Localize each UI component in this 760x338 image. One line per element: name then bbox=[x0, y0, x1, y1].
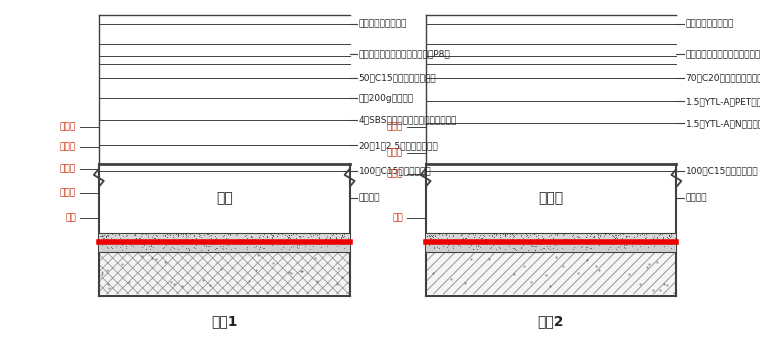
Text: 垫层: 垫层 bbox=[392, 214, 403, 222]
Text: 隔离层: 隔离层 bbox=[60, 143, 76, 151]
Text: 地面（见工程做法）: 地面（见工程做法） bbox=[686, 19, 734, 28]
Bar bbox=[426, 242, 676, 252]
Text: 1.5厚YTL-A（N）卷材防水层: 1.5厚YTL-A（N）卷材防水层 bbox=[686, 119, 760, 128]
Text: 防水层: 防水层 bbox=[60, 165, 76, 173]
Text: 100厚C15素混凝土垫层: 100厚C15素混凝土垫层 bbox=[359, 166, 432, 175]
Text: 做法1: 做法1 bbox=[211, 314, 237, 328]
Text: 素土夯实: 素土夯实 bbox=[359, 193, 380, 202]
Text: 花铺200g油毡一道: 花铺200g油毡一道 bbox=[359, 94, 414, 102]
Text: 70厚C20细石混凝土保护层: 70厚C20细石混凝土保护层 bbox=[686, 73, 760, 82]
Text: 地面（见工程做法）: 地面（见工程做法） bbox=[359, 19, 407, 28]
Text: 抗渗钢筋混凝土底板（抗渗等级P8）: 抗渗钢筋混凝土底板（抗渗等级P8） bbox=[359, 50, 451, 58]
Text: 止水板: 止水板 bbox=[538, 192, 564, 206]
Text: 1.5厚YTL-A（PET）自粘卷材防水层: 1.5厚YTL-A（PET）自粘卷材防水层 bbox=[686, 97, 760, 106]
Bar bbox=[99, 252, 350, 294]
Bar bbox=[426, 252, 676, 294]
Text: 20厚1：2.5水泥砂浆找平层: 20厚1：2.5水泥砂浆找平层 bbox=[359, 141, 439, 150]
Text: 100厚C15素混凝土垫层: 100厚C15素混凝土垫层 bbox=[686, 166, 758, 175]
Text: 做法2: 做法2 bbox=[538, 314, 564, 328]
Bar bbox=[99, 233, 350, 242]
Text: 4厚SBS改性沥青防水卷材（聚酯胎）: 4厚SBS改性沥青防水卷材（聚酯胎） bbox=[359, 116, 457, 124]
Text: 素土夯实: 素土夯实 bbox=[686, 193, 707, 202]
Text: 筏板: 筏板 bbox=[216, 192, 233, 206]
Bar bbox=[426, 233, 676, 242]
Text: 抗渗钢筋混凝土底板（抗渗等级P6）: 抗渗钢筋混凝土底板（抗渗等级P6） bbox=[686, 50, 760, 58]
Text: 防水层: 防水层 bbox=[387, 148, 403, 157]
Text: 保护层: 保护层 bbox=[60, 122, 76, 131]
Text: 垫层: 垫层 bbox=[65, 214, 76, 222]
Text: 50厚C15细石混凝土保护层: 50厚C15细石混凝土保护层 bbox=[359, 73, 436, 82]
Text: 找平层: 找平层 bbox=[60, 188, 76, 197]
Bar bbox=[99, 242, 350, 252]
Text: 保护层: 保护层 bbox=[387, 122, 403, 131]
Text: 防水层: 防水层 bbox=[387, 169, 403, 178]
